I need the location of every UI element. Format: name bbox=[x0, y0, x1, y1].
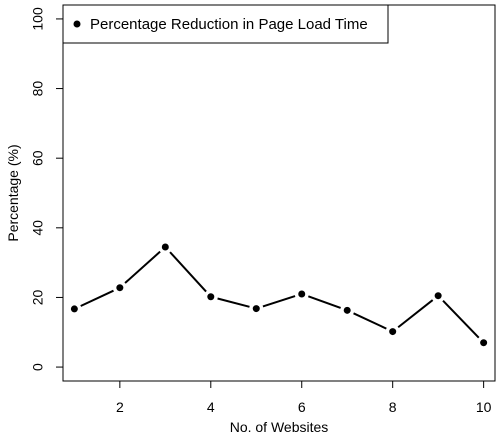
data-point bbox=[207, 293, 215, 301]
data-point bbox=[70, 305, 78, 313]
legend-marker bbox=[73, 20, 81, 28]
legend-label: Percentage Reduction in Page Load Time bbox=[90, 16, 368, 33]
series-line-segment bbox=[442, 300, 480, 339]
data-point bbox=[252, 305, 260, 313]
data-point bbox=[298, 290, 306, 298]
x-tick-label: 8 bbox=[389, 399, 397, 415]
series-line-segment bbox=[169, 251, 207, 293]
series-line-segment bbox=[307, 295, 341, 309]
x-axis: 2 4 6 8 10 bbox=[116, 380, 492, 415]
series-line-segment bbox=[262, 295, 296, 308]
y-axis: 0 20 40 60 80 100 bbox=[30, 7, 64, 371]
x-axis-title: No. of Websites bbox=[230, 419, 329, 435]
x-tick-label: 6 bbox=[298, 399, 306, 415]
x-tick-label: 2 bbox=[116, 399, 124, 415]
y-tick-label: 20 bbox=[30, 289, 46, 305]
series-line-segment bbox=[124, 250, 161, 284]
series-line-segment bbox=[397, 299, 434, 329]
x-tick-label: 4 bbox=[207, 399, 215, 415]
data-point bbox=[343, 306, 351, 314]
y-tick-label: 40 bbox=[30, 220, 46, 236]
legend-box bbox=[62, 4, 389, 44]
plot-area-frame bbox=[62, 4, 496, 382]
data-point bbox=[480, 339, 488, 347]
y-tick-label: 0 bbox=[30, 363, 46, 371]
data-point bbox=[116, 284, 124, 292]
y-tick-label: 100 bbox=[30, 7, 46, 31]
series-line-segment bbox=[353, 312, 387, 330]
data-point bbox=[161, 243, 169, 251]
y-tick-label: 60 bbox=[30, 150, 46, 166]
data-point bbox=[434, 292, 442, 300]
y-tick-label: 80 bbox=[30, 81, 46, 97]
data-point bbox=[389, 328, 397, 336]
series-line-segment bbox=[217, 297, 250, 308]
series-line-segment bbox=[80, 289, 114, 307]
legend: Percentage Reduction in Page Load Time bbox=[62, 4, 389, 44]
x-tick-label: 10 bbox=[476, 399, 492, 415]
series-layer bbox=[70, 243, 488, 347]
y-axis-title: Percentage (%) bbox=[5, 144, 21, 241]
